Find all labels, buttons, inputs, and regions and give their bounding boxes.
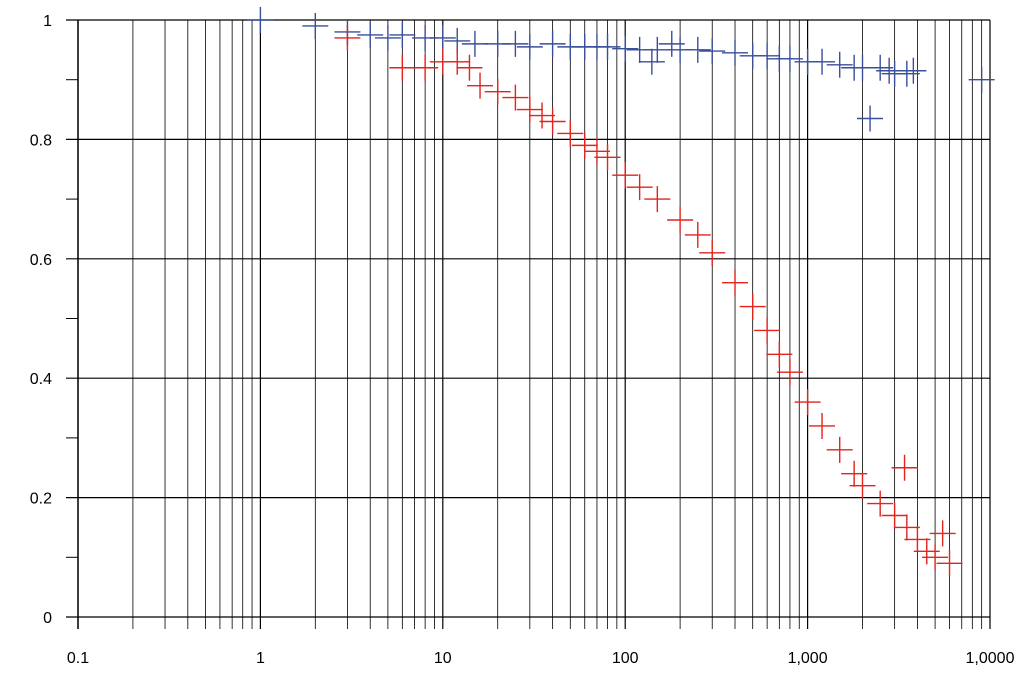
data-point [529,102,556,129]
data-point [502,30,529,57]
series-1 [247,7,995,132]
data-point [389,54,416,81]
data-point [516,96,543,123]
data-point [867,490,894,517]
y-tick-labels: 0 0.2 0.4 0.6 0.8 1 [30,13,52,627]
data-point [539,108,566,135]
data-point [644,36,671,63]
data-point [936,550,963,577]
data-point [594,144,621,171]
data-point [809,48,836,75]
x-tick-label: 0.1 [67,650,89,667]
data-point [612,35,639,62]
data-point [667,206,694,233]
y-minor-ticks [66,79,78,558]
data-point [571,132,598,159]
data-point [444,48,471,75]
data-point [412,54,439,81]
y-tick-label: 0.8 [30,132,52,149]
y-tick-label: 0.4 [30,371,52,388]
data-point [929,520,956,547]
data-point [776,359,803,386]
y-tick-label: 0.2 [30,491,52,508]
data-point [467,72,494,99]
data-point [594,33,621,60]
data-point [857,105,884,132]
data-point [739,293,766,320]
series-2 [334,24,963,577]
data-point [644,186,671,213]
data-point [484,78,511,105]
data-point [583,138,610,165]
data-point [429,24,456,51]
data-point [900,57,927,84]
data-point [722,269,749,296]
y-tick-label: 0 [43,610,52,627]
minor-grid [132,20,983,629]
data-point [502,84,529,111]
data-point [684,221,711,248]
data-point [539,30,566,57]
data-point [684,36,711,63]
data-point [881,502,908,529]
data-point [389,21,416,48]
data-point [876,57,903,84]
y-tick-label: 1 [43,13,52,30]
x-tick-label: 100 [612,650,639,667]
data-point [557,120,584,147]
data-point [841,460,868,487]
data-point [754,317,781,344]
data-point [638,48,665,75]
data-point [516,33,543,60]
data-point [968,66,995,93]
data-point [699,239,726,266]
y-tick-label: 0.6 [30,252,52,269]
data-point [754,42,781,69]
data-point [658,30,685,57]
data-point [626,174,653,201]
major-grid [66,19,991,629]
series-layer [247,7,995,577]
data-point [794,389,821,416]
data-point [334,24,361,51]
data-point [893,60,920,87]
data-point [612,162,639,189]
x-tick-labels: 0.1 1 10 100 1,000 1,0000 [67,650,1015,667]
data-point [809,412,836,439]
x-tick-label: 1,000 [788,650,828,667]
data-point [456,54,483,81]
x-tick-label: 10 [434,650,452,667]
data-point [766,341,793,368]
data-point [722,39,749,66]
data-point [302,12,329,39]
data-point [893,514,920,541]
data-point [461,30,488,57]
data-point [374,24,401,51]
data-point [922,544,949,571]
data-point [699,38,726,65]
data-point [891,454,918,481]
data-point [357,21,384,48]
data-point [826,51,853,78]
data-point [849,472,876,499]
data-point [776,45,803,72]
x-tick-label: 1 [256,650,265,667]
x-tick-label: 1,0000 [966,650,1015,667]
data-point [247,7,274,33]
data-point [826,436,853,463]
